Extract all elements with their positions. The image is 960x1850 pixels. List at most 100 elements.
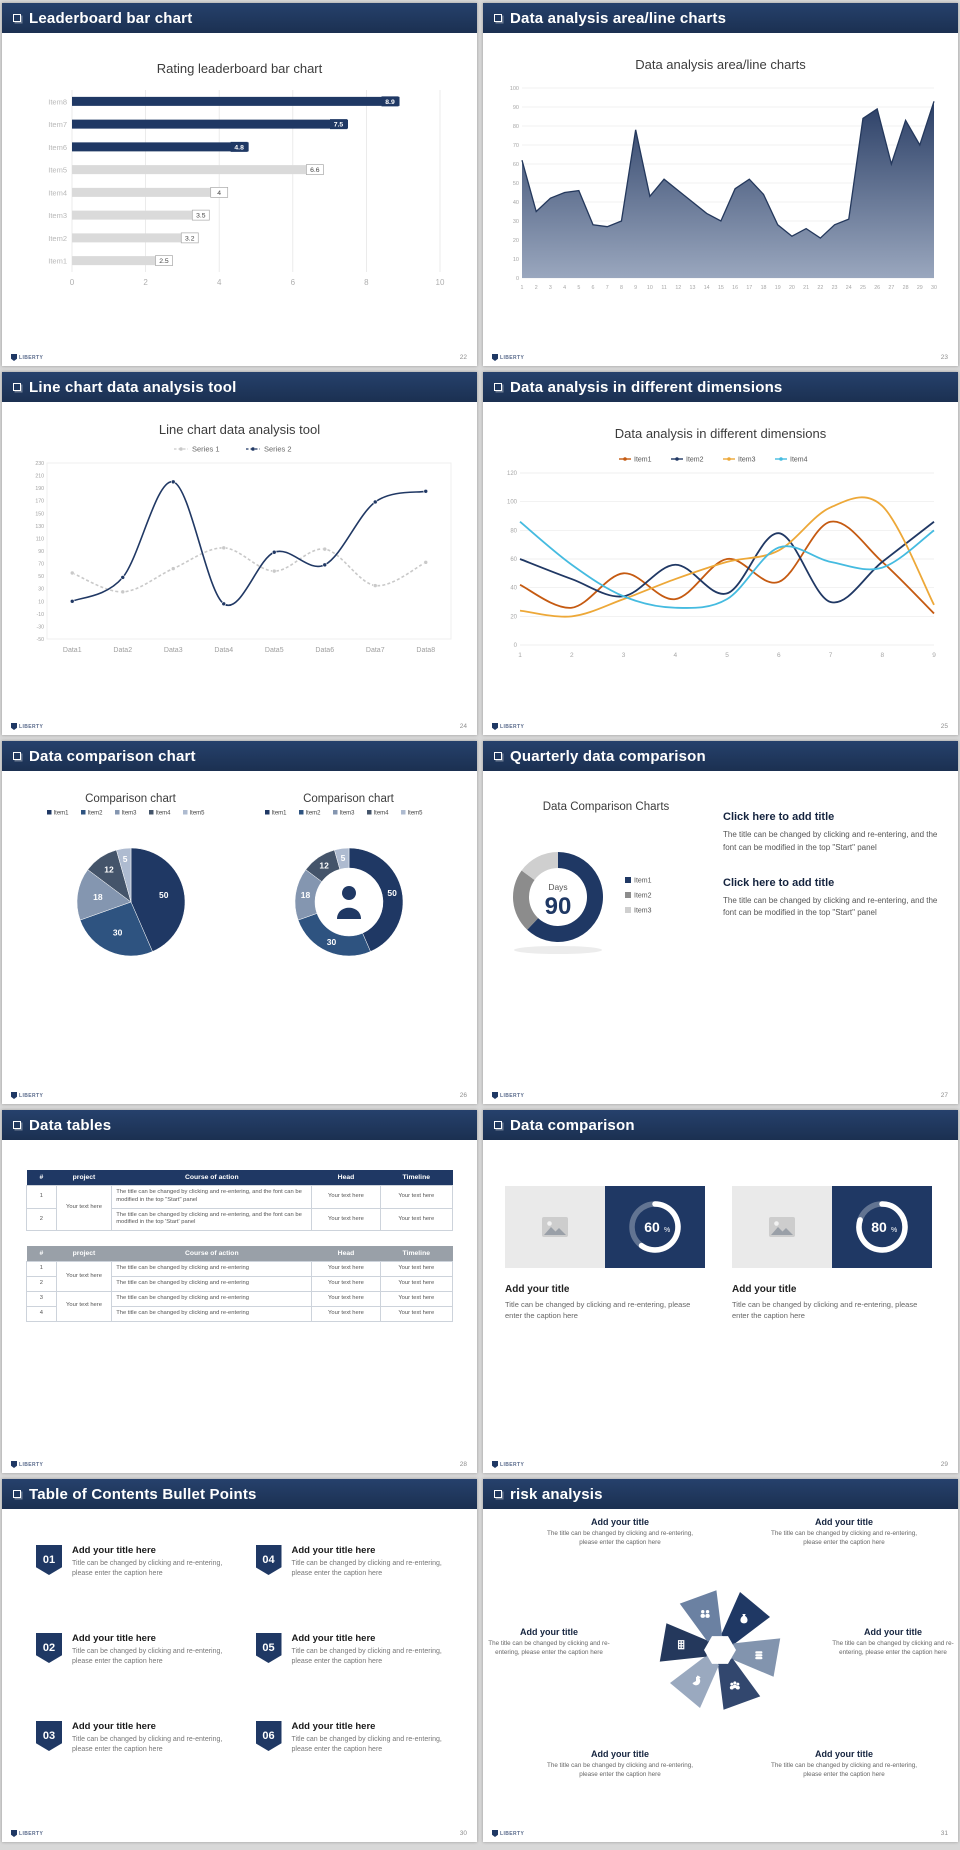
- svg-text:2: 2: [143, 278, 148, 287]
- table-header-cell: Timeline: [380, 1170, 453, 1186]
- svg-text:3.5: 3.5: [196, 213, 206, 220]
- two-series-line-chart: 230 210 190 170 150 130 110 90 70 50 30 10 -10 -30 -50…: [35, 445, 451, 654]
- slide-dimensions-line-chart[interactable]: Data analysis in different dimensions Da…: [483, 372, 958, 735]
- risk-diagram-area: Add your title The title can be changed b…: [483, 1509, 958, 1824]
- page-number: 25: [940, 723, 948, 730]
- table-cell: Your text here: [311, 1276, 381, 1292]
- svg-text:6: 6: [290, 278, 295, 287]
- slide-data-tables[interactable]: Data tables # project Course of action Head…: [2, 1110, 477, 1473]
- slide-toc-bullets[interactable]: Table of Contents Bullet Points 01 Add yo…: [2, 1479, 477, 1842]
- svg-text:20: 20: [510, 614, 517, 620]
- table-cell: The title can be changed by clicking and…: [111, 1276, 313, 1292]
- block-title: Click here to add title: [723, 811, 835, 823]
- svg-text:Days: Days: [548, 882, 567, 892]
- table-cell: The title can be changed by clicking and…: [111, 1305, 313, 1322]
- toc-item-title: Add your title here: [291, 1633, 376, 1644]
- table-header-cell: Course of action: [111, 1170, 312, 1186]
- slide-leaderboard-bar-chart[interactable]: Leaderboard bar chart Rating leaderboard…: [2, 3, 477, 366]
- svg-text:Item2: Item2: [87, 811, 103, 817]
- svg-text:4.8: 4.8: [234, 144, 244, 151]
- slide-title-bar: Line chart data analysis tool: [2, 372, 477, 402]
- svg-text:8: 8: [619, 285, 622, 291]
- logo-text: LIBERTY: [500, 1830, 525, 1837]
- svg-text:30: 30: [326, 937, 336, 947]
- svg-text:9: 9: [932, 652, 936, 659]
- svg-text:Item3: Item3: [121, 811, 137, 817]
- toc-item-text: Add your title here Title can be changed …: [292, 1721, 450, 1755]
- svg-text:23: 23: [831, 285, 837, 291]
- svg-text:60: 60: [510, 557, 517, 563]
- svg-text:3: 3: [621, 652, 625, 659]
- slide-risk-analysis[interactable]: risk analysis Add your title The title ca…: [483, 1479, 958, 1842]
- data-table: # project Course of action Head Timeline 1 You…: [26, 1246, 454, 1322]
- svg-text:80: 80: [512, 124, 518, 130]
- svg-text:12: 12: [675, 285, 681, 291]
- table-cell: Your text here: [379, 1207, 454, 1232]
- logo-text: LIBERTY: [19, 1092, 44, 1099]
- svg-text:60: 60: [644, 1219, 660, 1235]
- slide-header-title: Data analysis in different dimensions: [510, 378, 783, 396]
- svg-text:12: 12: [319, 861, 329, 871]
- block-body: The title can be changed by clicking and…: [723, 830, 938, 852]
- toc-item-text: Add your title here Title can be changed …: [72, 1633, 230, 1667]
- chart-title: Line chart data analysis tool: [158, 422, 321, 437]
- chart-title: Comparison chart: [85, 793, 176, 805]
- risk-label-title: Add your title: [591, 1749, 649, 1759]
- svg-text:20: 20: [788, 285, 794, 291]
- svg-text:40: 40: [510, 586, 517, 592]
- svg-text:6: 6: [776, 652, 780, 659]
- svg-text:Item2: Item2: [48, 234, 67, 243]
- svg-text:230: 230: [35, 461, 44, 467]
- table-cell: 1: [26, 1185, 57, 1209]
- table-cell: 1: [26, 1261, 57, 1278]
- slide-header-title: Data tables: [29, 1116, 112, 1134]
- risk-label-title: Add your title: [864, 1627, 922, 1637]
- table-cell: 3: [26, 1290, 57, 1307]
- svg-text:Item5: Item5: [48, 166, 67, 175]
- table-header-row: # project Course of action Head Timeline: [26, 1246, 453, 1262]
- svg-text:Item4: Item4: [373, 811, 389, 817]
- svg-text:18: 18: [300, 890, 310, 900]
- slide-data-comparison-cards[interactable]: Data comparison 60% Add your title Title…: [483, 1110, 958, 1473]
- logo: LIBERTY: [492, 1461, 524, 1468]
- slide-line-chart-tool[interactable]: Line chart data analysis tool Line chart…: [2, 372, 477, 735]
- logo: LIBERTY: [11, 723, 43, 730]
- svg-text:Data6: Data6: [315, 647, 334, 654]
- toc-number-badge: 04: [255, 1545, 282, 1575]
- logo-text: LIBERTY: [19, 354, 44, 361]
- table-cell: Your text here: [311, 1290, 381, 1307]
- svg-text:Data8: Data8: [416, 647, 435, 654]
- svg-text:19: 19: [774, 285, 780, 291]
- table-cell: The title can be changed by clicking and…: [111, 1261, 313, 1278]
- logo-icon: [492, 354, 498, 361]
- table-header-cell: Timeline: [380, 1246, 453, 1262]
- slide-area-line-charts[interactable]: Data analysis area/line charts Data anal…: [483, 3, 958, 366]
- slide-quarterly-comparison[interactable]: Quarterly data comparison Data Compariso…: [483, 741, 958, 1104]
- slide-title-bar: Data analysis in different dimensions: [483, 372, 958, 402]
- svg-text:Data5: Data5: [264, 647, 283, 654]
- logo-icon: [492, 1830, 498, 1837]
- square-bullet-icon: [13, 14, 21, 22]
- svg-text:50: 50: [159, 890, 169, 900]
- table-cell: The title can be changed by clicking and…: [111, 1185, 313, 1209]
- comparison-card: 80% Add your title Title can be changed …: [732, 1186, 933, 1322]
- svg-text:10: 10: [646, 285, 652, 291]
- logo: LIBERTY: [492, 1830, 524, 1837]
- svg-text:Item3: Item3: [339, 811, 355, 817]
- toc-item-title: Add your title here: [72, 1721, 156, 1732]
- table-row: 1 Your text here The title can be changed …: [26, 1261, 454, 1292]
- svg-text:Data3: Data3: [163, 647, 182, 654]
- logo-text: LIBERTY: [500, 723, 525, 730]
- svg-text:10: 10: [435, 278, 444, 287]
- svg-text:4: 4: [217, 190, 221, 197]
- svg-text:3.2: 3.2: [185, 235, 195, 242]
- risk-label-title: Add your title: [591, 1517, 649, 1527]
- svg-text:Series 1: Series 1: [192, 445, 220, 454]
- donut-panel: Comparison chart Item1 Item2 Item3 Item4 Ite…: [240, 793, 458, 973]
- square-bullet-icon: [494, 1121, 502, 1129]
- square-bullet-icon: [13, 383, 21, 391]
- chart-title: Data analysis area/line charts: [635, 57, 806, 72]
- slide-data-comparison-chart[interactable]: Data comparison chart Comparison chart I…: [2, 741, 477, 1104]
- svg-text:130: 130: [35, 524, 44, 530]
- svg-text:%: %: [891, 1227, 897, 1234]
